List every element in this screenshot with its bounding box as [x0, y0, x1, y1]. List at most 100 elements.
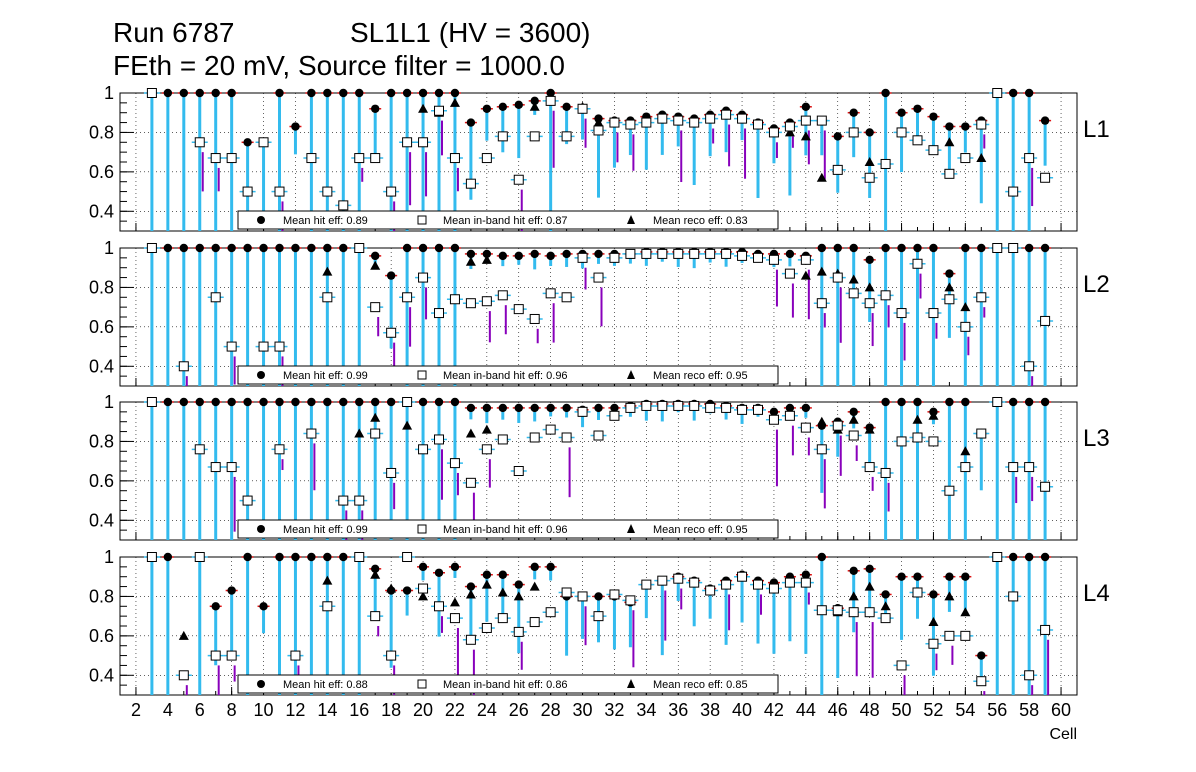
- inband-point: [402, 552, 413, 562]
- hit-point: [339, 552, 348, 562]
- hit-point: [801, 570, 811, 579]
- reco-point: [944, 137, 955, 147]
- hit-point: [498, 403, 507, 413]
- legend-hit-text: Mean hit eff: 0.99: [283, 524, 368, 536]
- chamber-title: SL1L1 (HV = 3600): [350, 17, 591, 48]
- inband-point: [657, 575, 668, 586]
- hit-point: [530, 403, 539, 413]
- hit-point: [1024, 552, 1034, 562]
- reco-point: [960, 302, 971, 312]
- inband-point: [689, 577, 700, 588]
- inband-point: [465, 477, 476, 488]
- legend-hit-marker: [257, 216, 265, 224]
- inband-point: [880, 158, 891, 169]
- run-title: Run 6787: [113, 17, 235, 48]
- legend-inband-marker: [417, 215, 427, 225]
- hit-point: [1040, 243, 1050, 253]
- hit-point: [227, 586, 236, 595]
- hit-point: [386, 271, 396, 280]
- hit-point: [977, 651, 986, 660]
- hit-point: [275, 397, 284, 407]
- hit-point: [450, 562, 460, 572]
- hit-point: [929, 407, 938, 417]
- hit-point: [307, 88, 316, 98]
- hit-point: [594, 592, 603, 601]
- hit-point: [945, 572, 954, 581]
- reco-point: [418, 103, 429, 113]
- inband-point: [864, 172, 875, 183]
- y-tick-label: 0.4: [89, 510, 114, 530]
- inband-point: [497, 290, 508, 301]
- x-tick-label: 28: [541, 700, 561, 720]
- inband-point: [800, 577, 811, 588]
- hit-point: [977, 243, 986, 253]
- reco-point: [465, 428, 476, 438]
- x-tick-label: 30: [573, 700, 593, 720]
- hit-point: [163, 397, 173, 407]
- legend-reco-text: Mean reco eff: 0.95: [653, 370, 748, 382]
- hit-point: [275, 88, 284, 98]
- inband-point: [753, 579, 763, 590]
- inband-point: [864, 462, 875, 473]
- hit-point: [371, 397, 380, 407]
- inband-point: [832, 420, 843, 431]
- inband-point: [449, 458, 460, 469]
- inband-point: [609, 117, 620, 128]
- hit-point: [307, 397, 316, 407]
- hit-point: [897, 243, 906, 253]
- y-tick-label: 0.6: [89, 317, 114, 337]
- reco-point: [864, 581, 875, 591]
- panel-l1: 0.4 0.6 0.8 1 L1 Mean hit eff: 0.89 Mean in-ba…: [89, 83, 1110, 232]
- inband-point: [1040, 481, 1051, 492]
- reco-point: [529, 101, 540, 111]
- inband-point: [753, 119, 763, 130]
- inband-point: [513, 174, 524, 185]
- reco-point: [178, 630, 189, 640]
- inband-point: [529, 617, 540, 628]
- reco-point: [960, 446, 971, 456]
- inband-point: [449, 153, 460, 164]
- inband-point: [673, 573, 684, 584]
- hit-point: [498, 251, 507, 261]
- inband-point: [274, 444, 285, 455]
- reco-point: [848, 414, 859, 424]
- inband-point: [848, 127, 859, 138]
- inband-point: [545, 288, 556, 299]
- hit-point: [929, 243, 938, 253]
- hit-point: [450, 88, 460, 98]
- inband-point: [992, 397, 1003, 407]
- inband-point: [386, 186, 397, 197]
- hit-point: [514, 251, 523, 261]
- x-tick-label: 54: [955, 700, 975, 720]
- inband-point: [784, 268, 795, 279]
- hit-point: [434, 88, 444, 98]
- layer-label: L3: [1083, 425, 1110, 452]
- inband-point: [944, 168, 955, 179]
- inband-point: [513, 304, 524, 315]
- layer-label: L1: [1083, 116, 1110, 143]
- inband-point: [481, 296, 492, 307]
- inband-point: [577, 103, 588, 114]
- inband-point: [258, 137, 269, 148]
- legend-hit-text: Mean hit eff: 0.99: [283, 370, 368, 382]
- hit-point: [881, 397, 890, 407]
- inband-point: [609, 410, 620, 421]
- inband-point: [418, 137, 429, 148]
- inband-point: [960, 462, 971, 473]
- inband-point: [434, 434, 444, 445]
- inband-point: [912, 432, 923, 443]
- hit-point: [913, 397, 922, 407]
- hit-point: [434, 397, 444, 407]
- inband-point: [465, 298, 476, 309]
- hit-point: [961, 397, 970, 407]
- inband-point: [976, 119, 987, 130]
- x-axis-title: Cell: [1049, 726, 1077, 743]
- legend-reco-text: Mean reco eff: 0.85: [653, 679, 748, 691]
- inband-point: [912, 258, 923, 269]
- hit-point: [339, 397, 348, 407]
- hit-point: [402, 243, 412, 253]
- hit-point: [961, 243, 970, 253]
- inband-point: [1008, 243, 1019, 253]
- x-tick-label: 48: [860, 700, 880, 720]
- hit-point: [355, 397, 364, 407]
